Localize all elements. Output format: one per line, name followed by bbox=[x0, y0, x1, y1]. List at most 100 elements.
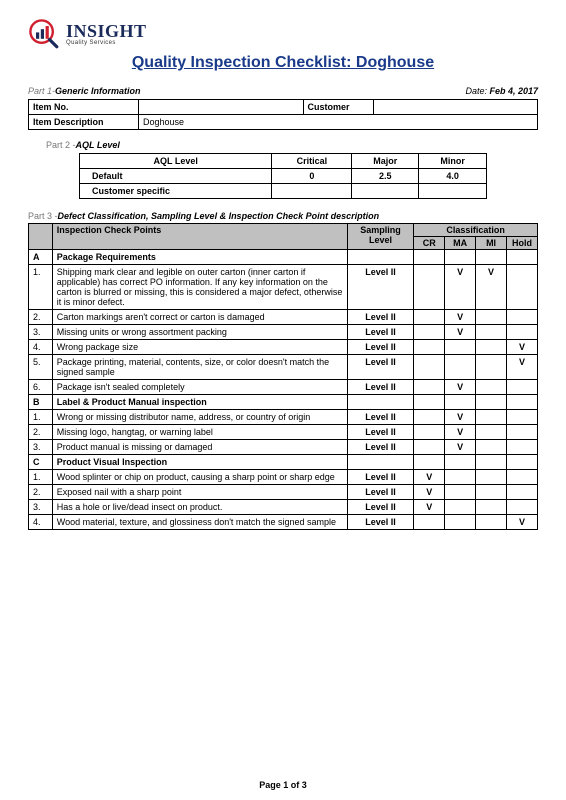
cls-cr: V bbox=[414, 500, 445, 515]
cls-mi bbox=[476, 340, 507, 355]
item-no-value bbox=[139, 100, 304, 115]
row-num: 6. bbox=[29, 380, 53, 395]
sampling-level: Level II bbox=[347, 470, 414, 485]
checkpoint-text: Carton markings aren't correct or carton… bbox=[52, 310, 347, 325]
row-num: 1. bbox=[29, 410, 53, 425]
cls-cr bbox=[414, 410, 445, 425]
cls-mi bbox=[476, 515, 507, 530]
section-title: Product Visual Inspection bbox=[52, 455, 347, 470]
logo-icon bbox=[28, 18, 60, 50]
h-cls: Classification bbox=[414, 224, 538, 237]
aql-critical bbox=[272, 184, 352, 199]
aql-minor: 4.0 bbox=[419, 169, 487, 184]
aql-critical: 0 bbox=[272, 169, 352, 184]
cls-cr: V bbox=[414, 485, 445, 500]
sampling-level: Level II bbox=[347, 310, 414, 325]
part2-num: Part 2 - bbox=[46, 140, 76, 150]
customer-label: Customer bbox=[303, 100, 373, 115]
page-title: Quality Inspection Checklist: Doghouse bbox=[28, 54, 538, 72]
cls-cr bbox=[414, 440, 445, 455]
aql-minor bbox=[419, 184, 487, 199]
page-footer: Page 1 of 3 bbox=[0, 780, 566, 790]
section-title: Label & Product Manual inspection bbox=[52, 395, 347, 410]
cls-hold bbox=[507, 265, 538, 310]
cls-mi bbox=[476, 425, 507, 440]
checkpoint-text: Package isn't sealed completely bbox=[52, 380, 347, 395]
sampling-level: Level II bbox=[347, 440, 414, 455]
date-label: Date: bbox=[465, 86, 489, 96]
cls-mi bbox=[476, 310, 507, 325]
logo-main: INSIGHT bbox=[66, 22, 147, 40]
cls-hold bbox=[507, 500, 538, 515]
cls-ma: V bbox=[445, 325, 476, 340]
row-num: 4. bbox=[29, 340, 53, 355]
cls-mi bbox=[476, 485, 507, 500]
sampling-level: Level II bbox=[347, 325, 414, 340]
cls-ma bbox=[445, 515, 476, 530]
checkpoint-text: Wood material, texture, and glossiness d… bbox=[52, 515, 347, 530]
checkpoint-text: Missing units or wrong assortment packin… bbox=[52, 325, 347, 340]
logo-sub: Quality Services bbox=[66, 40, 147, 46]
h-sl: Sampling Level bbox=[347, 224, 414, 250]
aql-h-level: AQL Level bbox=[80, 154, 272, 169]
cls-hold bbox=[507, 440, 538, 455]
sampling-level: Level II bbox=[347, 515, 414, 530]
checkpoint-text: Wood splinter or chip on product, causin… bbox=[52, 470, 347, 485]
aql-row-label: Default bbox=[80, 169, 272, 184]
aql-major bbox=[352, 184, 419, 199]
row-num: 2. bbox=[29, 310, 53, 325]
cls-mi bbox=[476, 500, 507, 515]
aql-h-critical: Critical bbox=[272, 154, 352, 169]
sampling-level: Level II bbox=[347, 500, 414, 515]
cls-hold: V bbox=[507, 355, 538, 380]
cls-cr bbox=[414, 355, 445, 380]
row-num: 3. bbox=[29, 325, 53, 340]
cls-hold bbox=[507, 325, 538, 340]
item-no-label: Item No. bbox=[29, 100, 139, 115]
checkpoint-text: Shipping mark clear and legible on outer… bbox=[52, 265, 347, 310]
cls-cr bbox=[414, 340, 445, 355]
cls-cr bbox=[414, 425, 445, 440]
row-num: 2. bbox=[29, 485, 53, 500]
cls-mi: V bbox=[476, 265, 507, 310]
part1-name: Generic Information bbox=[55, 86, 141, 96]
cls-ma bbox=[445, 340, 476, 355]
cls-hold bbox=[507, 485, 538, 500]
sampling-level: Level II bbox=[347, 425, 414, 440]
sampling-level: Level II bbox=[347, 355, 414, 380]
section-id: A bbox=[29, 250, 53, 265]
customer-value bbox=[373, 100, 538, 115]
row-num: 4. bbox=[29, 515, 53, 530]
row-num: 1. bbox=[29, 470, 53, 485]
h-icp: Inspection Check Points bbox=[52, 224, 347, 250]
section-id: C bbox=[29, 455, 53, 470]
checkpoint-text: Wrong package size bbox=[52, 340, 347, 355]
part1-num: Part 1- bbox=[28, 86, 55, 96]
cls-ma bbox=[445, 485, 476, 500]
cls-ma bbox=[445, 500, 476, 515]
sampling-level: Level II bbox=[347, 340, 414, 355]
cls-cr: V bbox=[414, 470, 445, 485]
part3-num: Part 3 - bbox=[28, 211, 58, 221]
checkpoint-text: Package printing, material, contents, si… bbox=[52, 355, 347, 380]
cls-mi bbox=[476, 325, 507, 340]
cls-ma: V bbox=[445, 440, 476, 455]
cls-hold: V bbox=[507, 515, 538, 530]
cls-hold bbox=[507, 410, 538, 425]
aql-major: 2.5 bbox=[352, 169, 419, 184]
cls-hold bbox=[507, 470, 538, 485]
info-table: Item No. Customer Item Description Dogho… bbox=[28, 99, 538, 130]
item-desc-label: Item Description bbox=[29, 115, 139, 130]
checkpoint-text: Missing logo, hangtag, or warning label bbox=[52, 425, 347, 440]
defect-table: Inspection Check Points Sampling Level C… bbox=[28, 223, 538, 530]
checkpoint-text: Product manual is missing or damaged bbox=[52, 440, 347, 455]
row-num: 3. bbox=[29, 500, 53, 515]
aql-row-label: Customer specific bbox=[80, 184, 272, 199]
cls-ma: V bbox=[445, 410, 476, 425]
cls-ma: V bbox=[445, 265, 476, 310]
aql-h-minor: Minor bbox=[419, 154, 487, 169]
cls-ma: V bbox=[445, 425, 476, 440]
checkpoint-text: Wrong or missing distributor name, addre… bbox=[52, 410, 347, 425]
cls-mi bbox=[476, 355, 507, 380]
item-desc-value: Doghouse bbox=[139, 115, 538, 130]
